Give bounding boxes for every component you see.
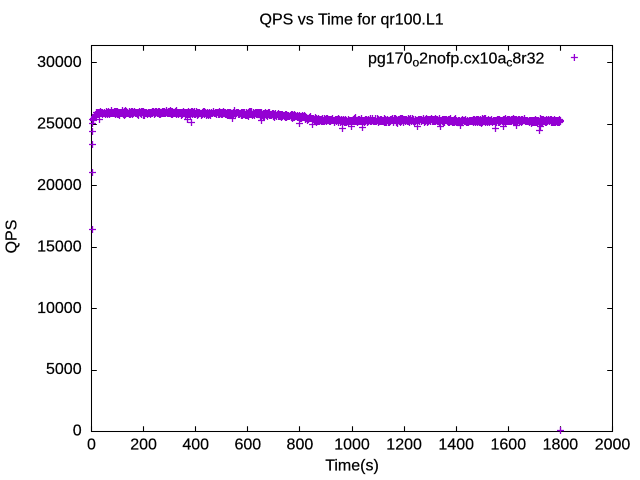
svg-text:30000: 30000 <box>37 54 82 71</box>
svg-text:20000: 20000 <box>37 177 82 194</box>
svg-text:800: 800 <box>287 437 314 454</box>
svg-text:600: 600 <box>234 437 261 454</box>
svg-text:1000: 1000 <box>334 437 370 454</box>
svg-text:5000: 5000 <box>46 361 82 378</box>
svg-text:15000: 15000 <box>37 238 82 255</box>
svg-text:2000: 2000 <box>595 437 631 454</box>
svg-text:QPS: QPS <box>4 220 21 254</box>
svg-text:400: 400 <box>182 437 209 454</box>
svg-text:QPS vs Time for qr100.L1: QPS vs Time for qr100.L1 <box>260 12 444 29</box>
svg-text:200: 200 <box>130 437 157 454</box>
svg-text:1800: 1800 <box>543 437 579 454</box>
svg-text:1600: 1600 <box>491 437 527 454</box>
svg-text:pg170o2nofp.cx10ac8r32: pg170o2nofp.cx10ac8r32 <box>368 51 545 70</box>
svg-text:Time(s): Time(s) <box>325 457 379 474</box>
svg-text:1200: 1200 <box>386 437 422 454</box>
svg-text:0: 0 <box>73 423 82 440</box>
svg-text:10000: 10000 <box>37 300 82 317</box>
svg-text:25000: 25000 <box>37 116 82 133</box>
svg-text:1400: 1400 <box>438 437 474 454</box>
svg-text:0: 0 <box>87 437 96 454</box>
